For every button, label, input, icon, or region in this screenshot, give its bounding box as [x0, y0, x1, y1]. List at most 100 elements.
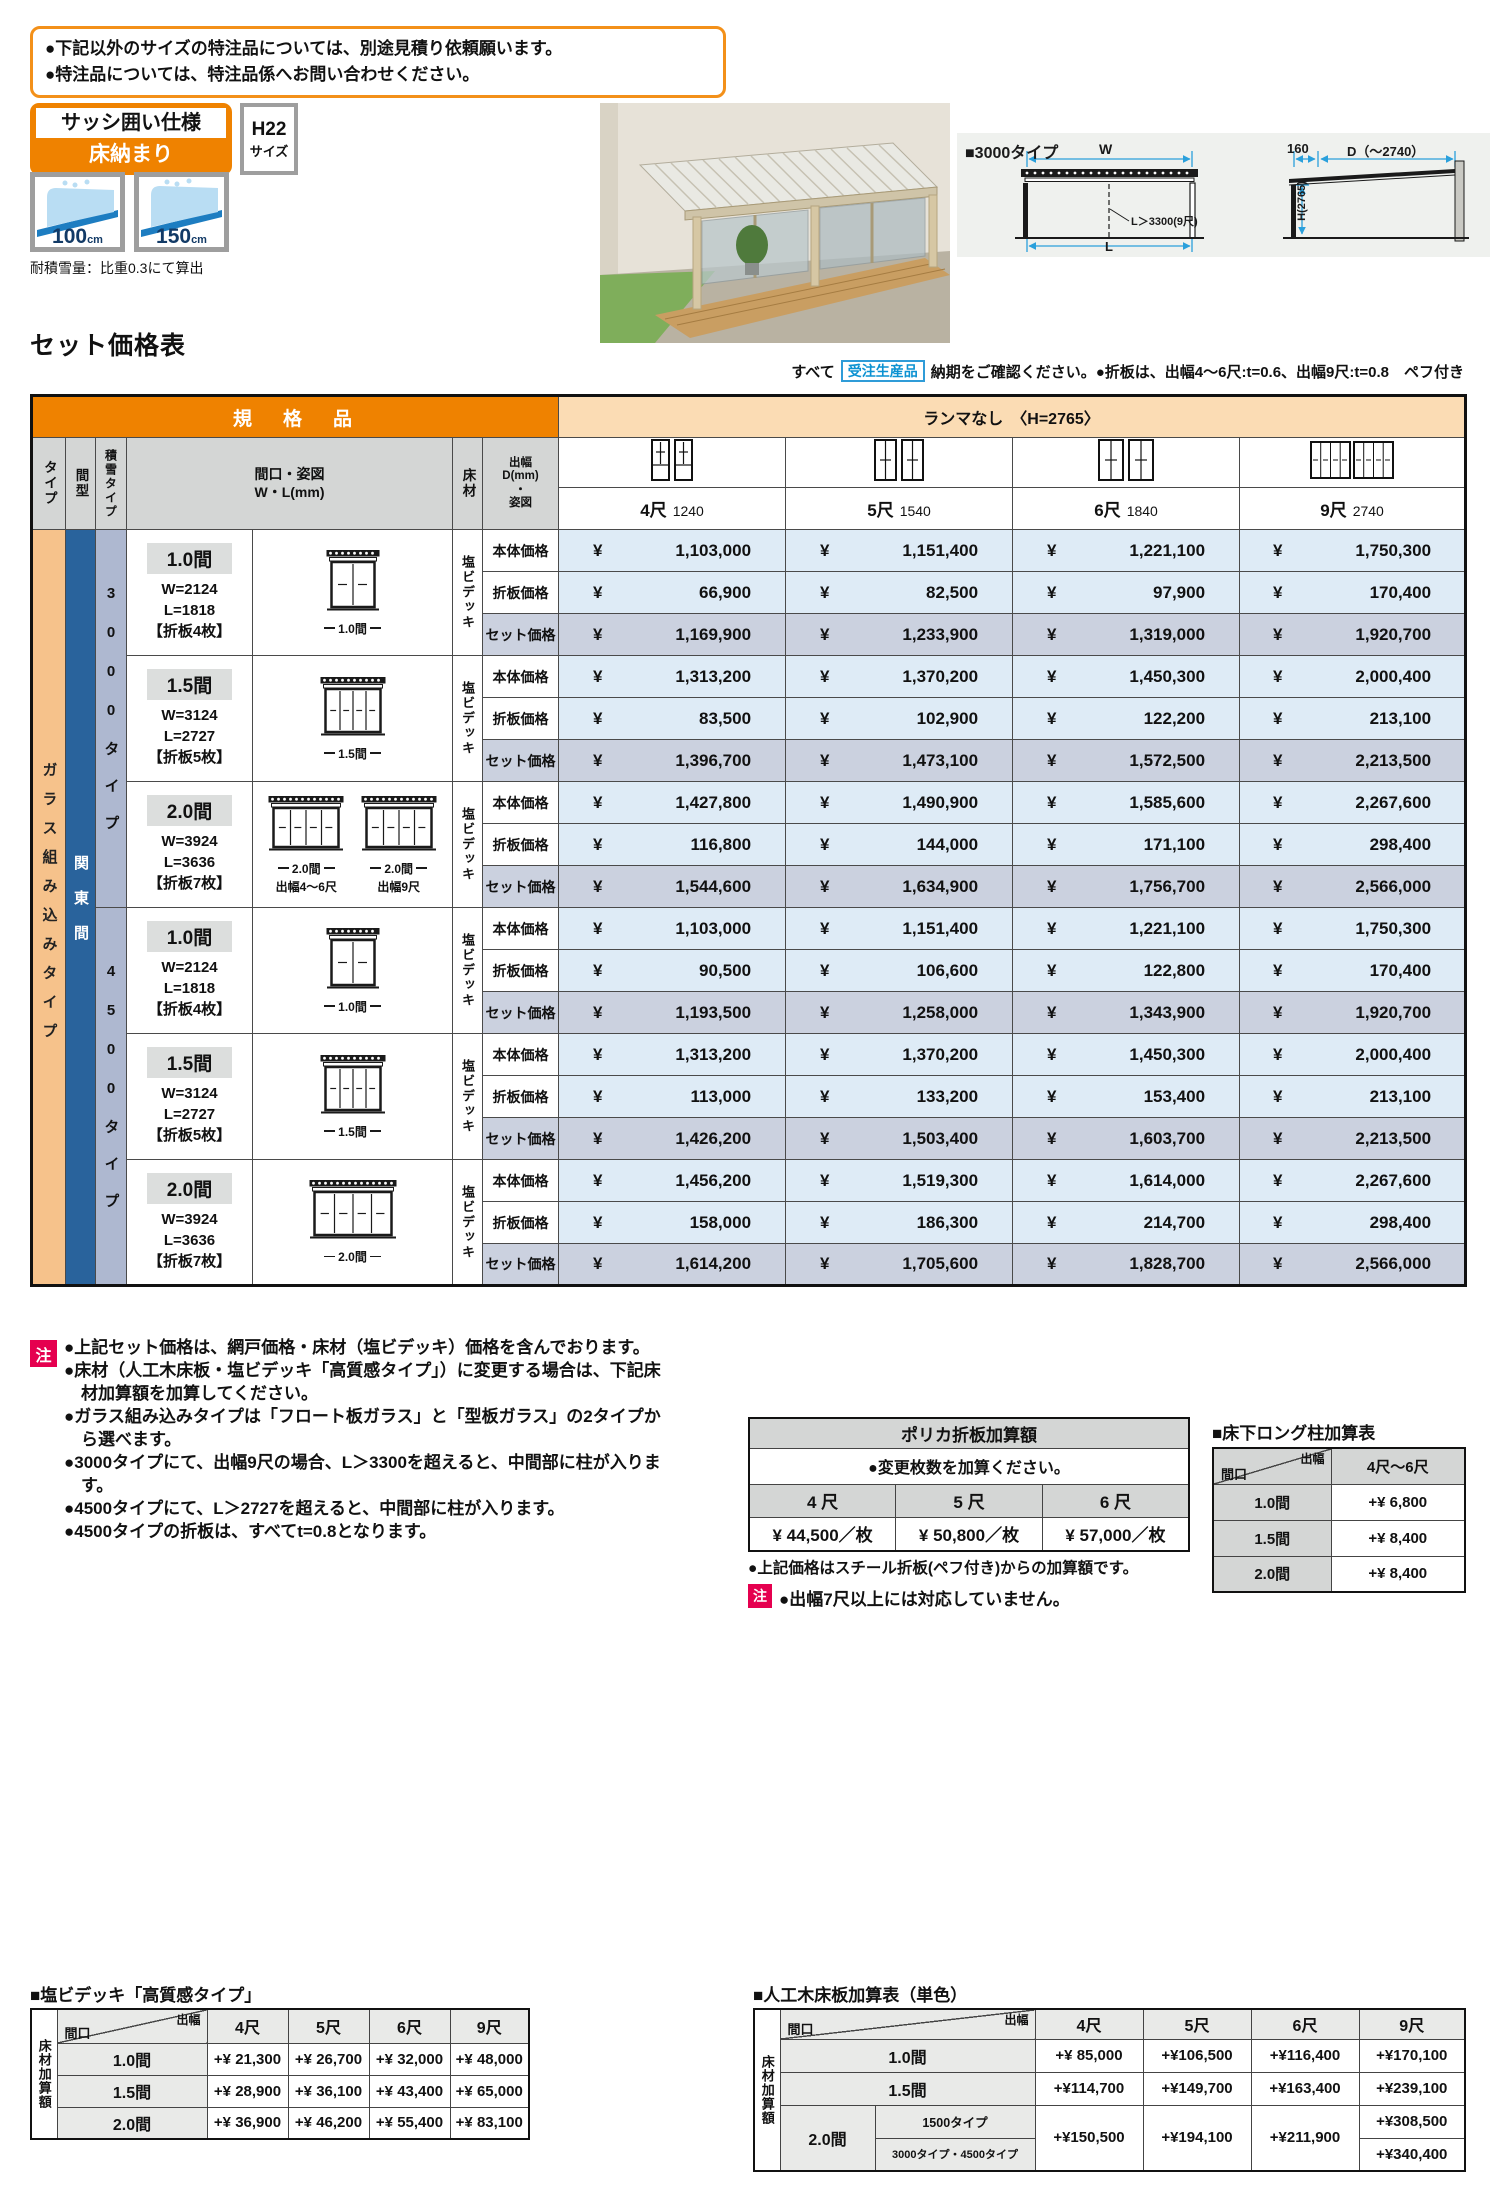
price-cell: ¥133,200 — [785, 1075, 1014, 1118]
row-value: +¥ 83,100 — [449, 2106, 530, 2140]
notice-box: ●下記以外のサイズの特注品については、別途見積り依頼願います。 ●特注品について… — [30, 26, 726, 98]
spec-cell: 1.0間 W=2124 L=1818 【折板4枚】 — [126, 907, 253, 1034]
price-cell: ¥1,544,600 — [558, 865, 787, 908]
price-cell: ¥298,400 — [1239, 823, 1467, 866]
col-header: 5尺 — [1142, 2008, 1252, 2040]
row-label: 折板価格 — [481, 823, 560, 866]
price-cell: ¥82,500 — [785, 571, 1014, 614]
row-label: 折板価格 — [481, 1075, 560, 1118]
row-value: +¥308,500 — [1358, 2104, 1466, 2139]
price-cell: ¥213,100 — [1239, 697, 1467, 740]
price-cell: ¥1,828,700 — [1012, 1243, 1241, 1286]
row-value: +¥ 65,000 — [449, 2074, 530, 2108]
lead-all: すべて — [791, 363, 835, 381]
price-cell: ¥1,221,100 — [1012, 529, 1241, 572]
col-floor: 床材 — [452, 437, 483, 530]
spec-badge-top: サッシ囲い仕様 — [36, 108, 226, 138]
polyca-col: 5 尺 — [895, 1483, 1043, 1518]
price-cell: ¥83,500 — [558, 697, 787, 740]
price-cell: ¥170,400 — [1239, 571, 1467, 614]
price-cell: ¥2,000,400 — [1239, 655, 1467, 698]
price-cell: ¥1,490,900 — [785, 781, 1014, 824]
spec-badge-bottom: 床納まり — [89, 143, 173, 166]
snow-load-icon-150: 150cm — [134, 172, 229, 252]
side-label: 床材加算額 — [30, 2008, 58, 2140]
diagram-drawing — [1015, 151, 1469, 252]
price-cell: ¥2,267,600 — [1239, 781, 1467, 824]
row-label: 1.0間 — [1212, 1483, 1332, 1521]
dim-l-label: L — [1105, 239, 1113, 254]
price-cell: ¥2,213,500 — [1239, 739, 1467, 782]
note-item: ●3000タイプにて、出幅9尺の場合、L＞3300を超えると、中間部に柱が入りま… — [64, 1453, 661, 1495]
price-cell: ¥1,313,200 — [558, 655, 787, 698]
side-label: 床材加算額 — [753, 2008, 781, 2172]
elevation-drawing — [320, 1054, 386, 1121]
row-label: セット価格 — [481, 1117, 560, 1160]
price-cell: ¥1,920,700 — [1239, 613, 1467, 656]
polyca-value: ¥ 50,800／枚 — [895, 1516, 1043, 1552]
price-cell: ¥213,100 — [1239, 1075, 1467, 1118]
row-label: 折板価格 — [481, 949, 560, 992]
price-cell: ¥1,450,300 — [1012, 1033, 1241, 1076]
dim-l-note-label: L＞3300(9尺) — [1131, 216, 1198, 228]
price-cell: ¥1,705,600 — [785, 1243, 1014, 1286]
price-cell: ¥2,213,500 — [1239, 1117, 1467, 1160]
size-header: 9尺 2740 — [1239, 487, 1467, 530]
price-cell: ¥1,614,000 — [1012, 1159, 1241, 1202]
row-label: 折板価格 — [481, 697, 560, 740]
price-cell: ¥1,103,000 — [558, 529, 787, 572]
elevation-drawing — [324, 549, 381, 618]
elevation-cell: 1.5間 — [252, 655, 453, 782]
row-value: +¥149,700 — [1142, 2071, 1252, 2106]
row-value: +¥150,500 — [1034, 2104, 1144, 2172]
polyca-note: ●変更枚数を加算ください。 — [748, 1447, 1190, 1485]
row-value: +¥ 26,700 — [287, 2042, 370, 2076]
row-label: 本体価格 — [481, 1159, 560, 1202]
wood-deck-title: ■人工木床板加算表（単色） — [753, 1986, 968, 2005]
diagram-title: ■3000タイプ — [965, 145, 1059, 162]
price-cell: ¥1,614,200 — [558, 1243, 787, 1286]
price-cell: ¥66,900 — [558, 571, 787, 614]
size-header: 6尺 1840 — [1012, 487, 1241, 530]
price-cell: ¥1,193,500 — [558, 991, 787, 1034]
row-label: セット価格 — [481, 1243, 560, 1286]
elevation-drawing — [324, 927, 381, 996]
row-label: 2.0間 — [1212, 1555, 1332, 1593]
wood-deck-table: 床材加算額 出幅 間口 4尺 5尺 6尺 9尺 1.0間 +¥ 85,000 +¥… — [753, 2008, 1466, 2172]
row-value: +¥ 43,400 — [368, 2074, 451, 2108]
snow-value: 100 — [52, 225, 88, 248]
floor-material-cell: 塩ビデッキ — [452, 781, 483, 908]
product-photo — [505, 103, 950, 343]
polyca-value: ¥ 44,500／枚 — [748, 1516, 897, 1552]
row-value: +¥ 36,900 — [206, 2106, 289, 2140]
price-cell: ¥2,566,000 — [1239, 1243, 1467, 1286]
size-header: 4尺 1240 — [558, 487, 787, 530]
long-pillar-table: 出幅 間口 4尺～6尺 1.0間 +¥ 6,800 1.5間 +¥ 8,400 … — [1212, 1447, 1466, 1593]
size-header: 5尺 1540 — [785, 487, 1014, 530]
long-pillar-title: ■床下ロング柱加算表 — [1212, 1424, 1376, 1443]
floor-material-cell: 塩ビデッキ — [452, 1159, 483, 1286]
row-label: セット価格 — [481, 865, 560, 908]
lead-rest: 納期をご確認ください。●折板は、出幅4～6尺:t=0.6、出幅9尺:t=0.8 … — [930, 363, 1464, 381]
col-header: 4尺 — [1034, 2008, 1144, 2040]
col-madori: 間型 — [65, 437, 96, 530]
row-label: 本体価格 — [481, 907, 560, 950]
row-value: +¥340,400 — [1358, 2137, 1466, 2172]
row-label: 本体価格 — [481, 529, 560, 572]
spec-cell: 2.0間 W=3924 L=3636 【折板7枚】 — [126, 1159, 253, 1286]
col-header: 9尺 — [449, 2008, 530, 2044]
col-header: 6尺 — [1250, 2008, 1360, 2040]
price-cell: ¥97,900 — [1012, 571, 1241, 614]
spec-cell: 2.0間 W=3924 L=3636 【折板7枚】 — [126, 781, 253, 908]
polyca-value: ¥ 57,000／枚 — [1041, 1516, 1190, 1552]
window-icon-9shaku — [1239, 437, 1467, 488]
elevation-drawing — [309, 1179, 397, 1246]
snow-value: 150 — [156, 225, 192, 248]
price-cell: ¥1,370,200 — [785, 655, 1014, 698]
row-value: +¥194,100 — [1142, 2104, 1252, 2172]
sub-label-3000-4500: 3000タイプ・4500タイプ — [874, 2137, 1036, 2172]
row-label: 1.5間 — [56, 2074, 208, 2108]
row-label: セット価格 — [481, 991, 560, 1034]
price-cell: ¥1,634,900 — [785, 865, 1014, 908]
row-value: +¥211,900 — [1250, 2104, 1360, 2172]
